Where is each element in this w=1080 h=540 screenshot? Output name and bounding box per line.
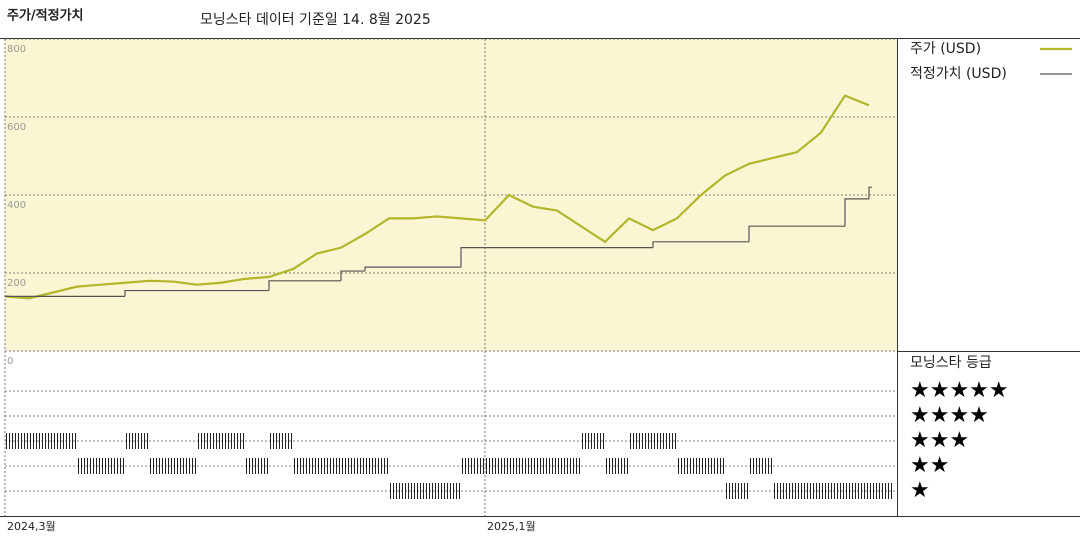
rating-title: 모닝스타 등급	[910, 355, 992, 371]
rating-bar	[6, 433, 28, 449]
rating-bar	[846, 483, 868, 499]
rating-bar	[246, 458, 268, 474]
rating-bar	[390, 483, 412, 499]
legend-label: 적정가치 (USD)	[910, 66, 1007, 82]
fair-value-step	[652, 241, 677, 248]
y-tick-label: 400	[7, 200, 26, 211]
rating-bar	[150, 458, 172, 474]
y-tick-label: 0	[7, 356, 13, 367]
rating-bar	[726, 483, 748, 499]
rating-bar	[342, 458, 364, 474]
rating-bar	[678, 458, 700, 474]
fair-value-step	[340, 270, 365, 281]
rating-level-label: ★★★	[910, 428, 969, 453]
y-tick-label: 800	[7, 44, 26, 55]
rating-bar	[462, 458, 484, 474]
fair-value-step	[364, 266, 389, 272]
rating-bar	[174, 458, 196, 474]
fair-value-step	[124, 289, 149, 297]
rating-bar	[438, 483, 460, 499]
rating-bar	[510, 458, 532, 474]
rating-bar	[414, 483, 436, 499]
rating-bar	[750, 458, 772, 474]
chart-subtitle: 모닝스타 데이터 기준일 14. 8월 2025	[200, 12, 431, 28]
rating-bar	[270, 433, 292, 449]
y-tick-label: 200	[7, 278, 26, 289]
rating-bar	[102, 458, 124, 474]
rating-bar	[606, 458, 628, 474]
rating-bar	[78, 458, 100, 474]
rating-bar	[318, 458, 340, 474]
rating-bar	[126, 433, 148, 449]
rating-level-label: ★★★★	[910, 403, 989, 428]
rating-bar	[774, 483, 796, 499]
fair-value-step	[868, 186, 872, 199]
rating-bar	[798, 483, 820, 499]
rating-bar	[534, 458, 556, 474]
rating-level-label: ★	[910, 478, 930, 503]
rating-bar	[198, 433, 220, 449]
rating-bar	[654, 433, 676, 449]
x-tick-label: 2024,3월	[7, 520, 56, 533]
fair-value-step	[844, 198, 869, 227]
rating-bar	[30, 433, 52, 449]
rating-level-label: ★★★★★	[910, 378, 1009, 403]
rating-bar	[294, 458, 316, 474]
rating-bar	[822, 483, 844, 499]
chart-title: 주가/적정가치	[7, 8, 84, 24]
rating-bar	[870, 483, 892, 499]
y-tick-label: 600	[7, 122, 26, 133]
rating-bar	[486, 458, 508, 474]
rating-bar	[582, 433, 604, 449]
rating-bar	[630, 433, 652, 449]
legend-label: 주가 (USD)	[910, 41, 981, 57]
rating-level-label: ★★	[910, 453, 949, 478]
price-line	[4, 94, 870, 300]
rating-bar	[702, 458, 724, 474]
rating-bar	[222, 433, 244, 449]
fair-value-step	[268, 280, 293, 291]
rating-bar	[366, 458, 388, 474]
x-tick-label: 2025,1월	[487, 520, 536, 533]
fair-value-step	[460, 247, 485, 268]
rating-bar	[558, 458, 580, 474]
fair-value-step	[748, 225, 773, 242]
rating-bar	[54, 433, 76, 449]
